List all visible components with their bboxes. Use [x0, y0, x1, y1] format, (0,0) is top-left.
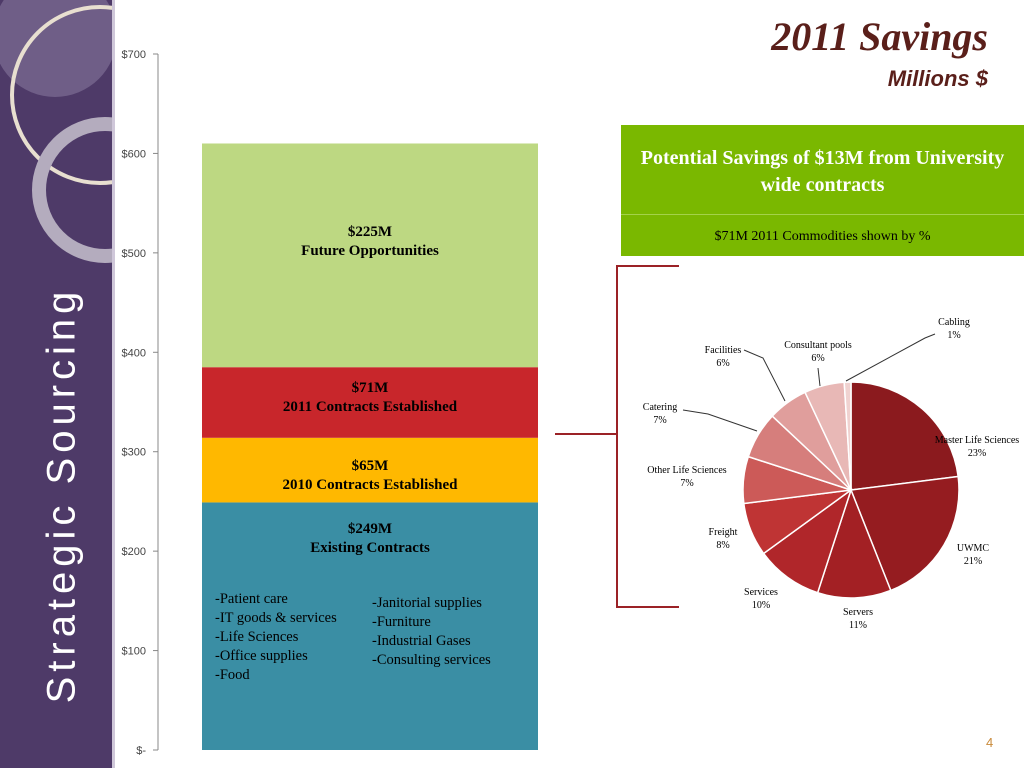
bar-label-existing: $249M Existing Contracts: [310, 521, 430, 556]
callout-subtitle: $71M 2011 Commodities shown by %: [714, 229, 931, 244]
sidebar: Strategic Sourcing: [0, 0, 112, 768]
bar-label-2010: $65M 2010 Contracts Established: [282, 458, 458, 493]
y-tick-label: $200: [122, 546, 146, 558]
list-item: -Office supplies: [215, 648, 308, 664]
leader-line-catering: [682, 409, 758, 432]
sidebar-divider: [112, 0, 115, 768]
leader-line-facilities: [743, 349, 786, 402]
pie-label-other-life-sciences: Other Life Sciences 7%: [647, 465, 727, 489]
bar-segment-2: [202, 367, 538, 438]
slide-subtitle: Millions $: [887, 66, 988, 91]
pie-bracket: [616, 265, 679, 608]
list-item: -Life Sciences: [215, 629, 299, 645]
page-number: 4: [986, 735, 994, 750]
contract-list-right: -Janitorial supplies -Furniture -Industr…: [372, 594, 491, 670]
bar-segment-0: [202, 502, 538, 750]
callout-title: Potential Savings of $13M from Universit…: [640, 147, 1005, 196]
list-item: -Consulting services: [372, 652, 491, 668]
list-item: -Food: [215, 667, 250, 683]
list-item: -Janitorial supplies: [372, 595, 482, 611]
ring-thick-decoration: [32, 117, 112, 263]
callout-divider: [621, 214, 1024, 215]
slide-title: 2011 Savings: [771, 14, 988, 59]
pie-label-master-life-sciences: Master Life Sciences 23%: [934, 435, 1020, 459]
pie-slice-1: [849, 475, 960, 592]
pie-label-services: Services 10%: [744, 587, 778, 611]
pie-label-servers: Servers 11%: [843, 607, 873, 631]
y-tick-label: $700: [122, 49, 146, 61]
ring-fill-decoration: [0, 0, 112, 97]
pie-label-facilities: Facilities 6%: [704, 345, 742, 369]
pie-slice-9: [843, 381, 852, 491]
contract-list-left: -Patient care -IT goods & services -Life…: [215, 590, 337, 685]
y-tick-label: $100: [122, 646, 146, 658]
y-tick-label: $400: [122, 347, 146, 359]
bar-label-2011: $71M 2011 Contracts Established: [282, 380, 458, 415]
y-tick-label: $500: [122, 248, 146, 260]
list-item: -IT goods & services: [215, 610, 337, 626]
bar-segment-1: [202, 437, 538, 503]
y-tick-label: $-: [136, 745, 146, 757]
pie-slice-2: [816, 487, 892, 599]
list-item: -Furniture: [372, 614, 431, 630]
leader-line-cabling: [845, 333, 936, 382]
pie-slice-0: [850, 381, 959, 491]
pie-label-cabling: Cabling 1%: [938, 317, 970, 341]
pie-label-catering: Catering 7%: [642, 402, 678, 426]
pie-label-freight: Freight 8%: [708, 527, 738, 551]
y-tick-label: $600: [122, 148, 146, 160]
ring-outline-decoration: [10, 5, 112, 185]
pie-label-uwmc: UWMC 21%: [956, 543, 990, 567]
pie-label-consultant-pools: Consultant pools 6%: [784, 340, 852, 364]
bar-label-future: $225M Future Opportunities: [301, 224, 439, 259]
list-item: -Patient care: [215, 591, 288, 607]
list-item: -Industrial Gases: [372, 633, 471, 649]
savings-callout: Potential Savings of $13M from Universit…: [621, 125, 1024, 256]
leader-line-consultant-pools: [817, 367, 821, 387]
decorative-rings: [0, 0, 112, 263]
bar-segment-3: [202, 143, 538, 368]
y-tick-label: $300: [122, 447, 146, 459]
